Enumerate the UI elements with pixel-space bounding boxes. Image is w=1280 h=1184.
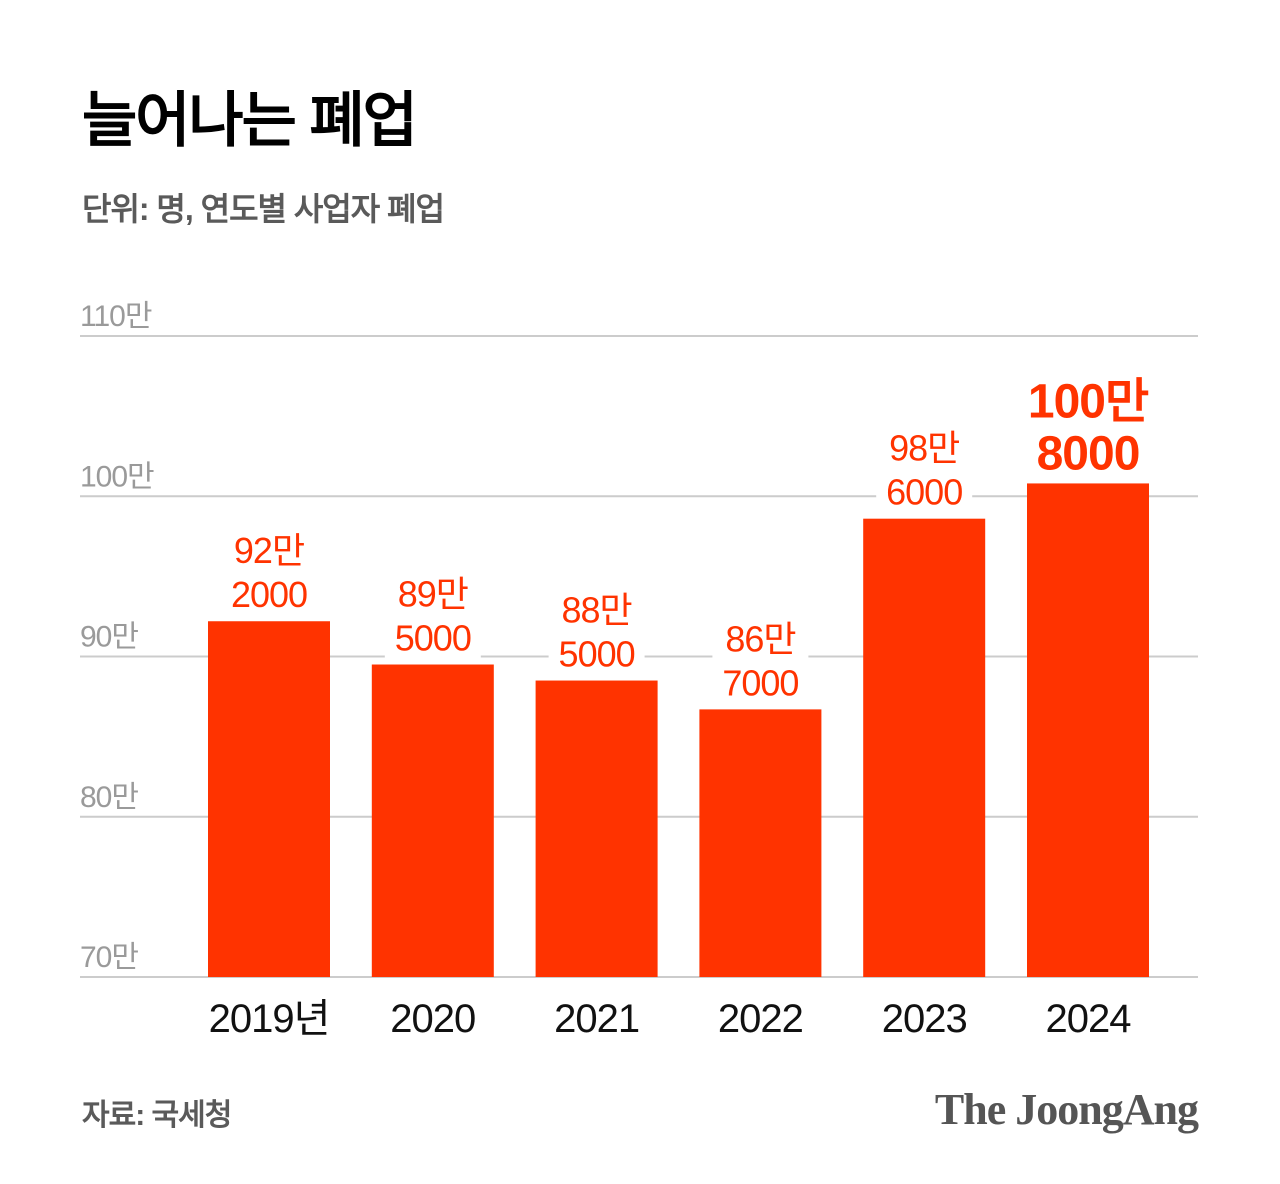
x-tick-label: 2023	[882, 997, 967, 1041]
publisher-logo: The JoongAng	[934, 1085, 1199, 1134]
y-tick-label: 90만	[80, 621, 138, 654]
bar	[1027, 483, 1149, 977]
data-label-background	[221, 525, 317, 618]
x-tick-label: 2019년	[209, 997, 330, 1041]
x-tick-label: 2021	[554, 997, 639, 1041]
bar	[699, 709, 822, 977]
data-label: 89만	[398, 574, 468, 615]
bar	[863, 518, 986, 977]
data-label: 92만	[234, 530, 304, 571]
data-label: 100만	[1028, 375, 1149, 428]
chart-title: 늘어나는 폐업	[82, 87, 418, 154]
x-tick-label: 2022	[718, 997, 803, 1041]
y-tick-label: 80만	[80, 781, 138, 814]
data-label: 88만	[562, 590, 632, 631]
data-label-background	[384, 568, 481, 661]
source-note: 자료: 국세청	[82, 1099, 232, 1132]
data-label: 5000	[559, 634, 635, 675]
data-label: 2000	[231, 574, 307, 615]
data-label: 7000	[722, 662, 798, 703]
data-label: 8000	[1037, 427, 1140, 480]
data-label: 98만	[889, 428, 959, 469]
data-label-background	[1023, 371, 1153, 480]
y-tick-label: 110만	[80, 300, 152, 333]
data-label: 6000	[886, 472, 962, 513]
data-label-background	[548, 584, 645, 677]
x-tick-label: 2024	[1046, 997, 1132, 1041]
y-tick-label: 70만	[80, 941, 138, 974]
bar	[371, 664, 494, 977]
data-label-background	[712, 613, 809, 706]
chart-subtitle: 단위: 명, 연도별 사업자 폐업	[82, 191, 445, 227]
data-label: 5000	[395, 618, 471, 659]
x-tick-label: 2020	[390, 997, 475, 1041]
data-label-background	[876, 422, 973, 515]
bar	[208, 621, 330, 977]
y-tick-label: 100만	[80, 460, 154, 493]
data-label: 86만	[725, 618, 795, 659]
bar	[535, 680, 658, 977]
